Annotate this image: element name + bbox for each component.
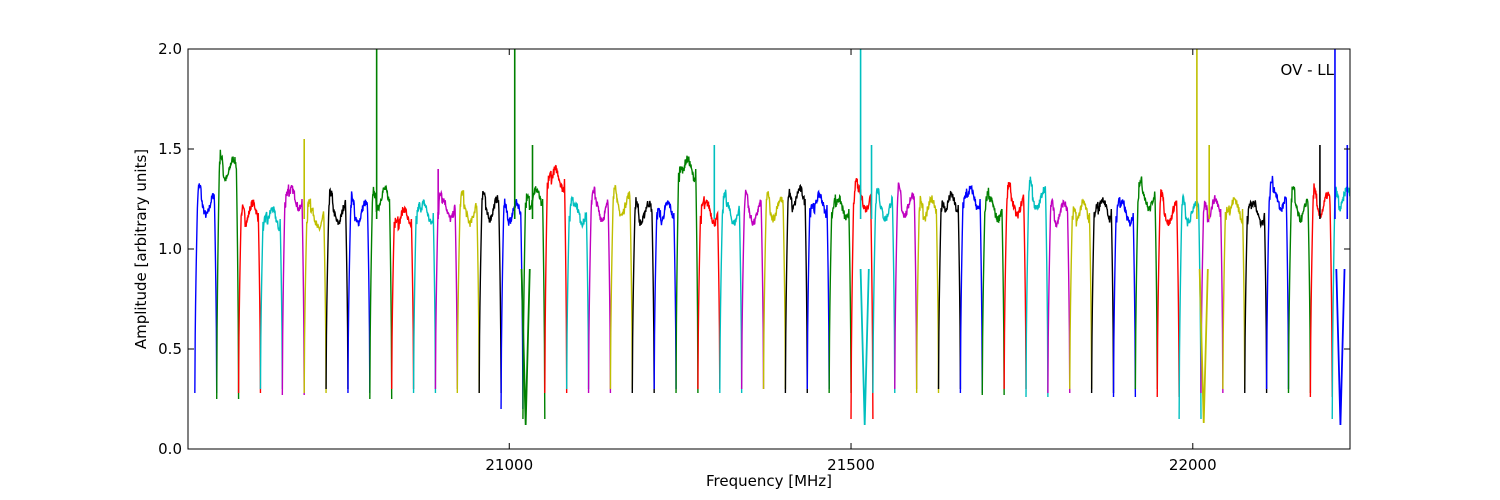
x-axis-ticks: 21000 21500 22000	[485, 49, 1217, 474]
band-51-line	[1287, 185, 1312, 394]
band-3-line	[237, 199, 262, 394]
band-38-line	[1003, 181, 1027, 390]
band-4-line	[259, 206, 284, 390]
band-17-line	[544, 164, 568, 394]
band-21-line	[631, 197, 655, 394]
band-49-line	[1244, 199, 1268, 394]
deep-dip-3	[1198, 268, 1209, 424]
band-48-line	[1222, 196, 1246, 390]
deep-dip-1	[520, 268, 531, 426]
band-22-line	[653, 200, 677, 390]
band-12-line	[434, 189, 459, 390]
band-8-line	[347, 191, 371, 394]
band-10-line	[390, 205, 415, 390]
band-36-line	[959, 185, 983, 394]
band-6-line	[303, 198, 327, 394]
band-9-line	[369, 184, 393, 400]
plot-background	[188, 49, 1350, 449]
band-42-line	[1090, 197, 1115, 394]
band-30-line	[828, 193, 852, 394]
band-39-line	[1025, 176, 1049, 398]
band-29-line	[806, 189, 830, 390]
band-52-line	[1309, 183, 1333, 398]
band-18-line	[565, 195, 590, 390]
band-37-line	[981, 187, 1005, 396]
x-axis-label: Frequency [MHz]	[706, 472, 832, 490]
band-16-line	[522, 186, 546, 420]
deep-dip-2	[859, 268, 870, 426]
band-2-line	[216, 149, 240, 400]
x-tick-label: 21000	[485, 456, 533, 474]
band-32-line	[872, 187, 896, 394]
band-45-line	[1156, 189, 1180, 398]
band-14-line	[478, 190, 502, 394]
x-tick-label: 22000	[1169, 456, 1217, 474]
y-tick-label: 0.0	[158, 440, 182, 458]
band-28-line	[784, 183, 808, 394]
band-47-line	[1200, 195, 1224, 394]
band-31-line	[850, 178, 874, 420]
plot-annotation: OV - LL	[1281, 61, 1335, 79]
y-axis-label: Amplitude [arbitrary units]	[132, 149, 150, 349]
band-13-line	[456, 190, 480, 394]
y-tick-label: 1.5	[158, 140, 182, 158]
deep-dip-4	[1335, 268, 1346, 426]
band-43-line	[1112, 197, 1137, 398]
band-50-line	[1265, 175, 1290, 390]
band-34-line	[915, 195, 940, 394]
band-40-line	[1047, 197, 1071, 394]
y-tick-label: 1.0	[158, 240, 182, 258]
band-15-line	[500, 198, 524, 410]
series-layer	[194, 49, 1350, 426]
band-41-line	[1069, 198, 1093, 390]
y-tick-label: 2.0	[158, 40, 182, 58]
band-1-line	[194, 183, 218, 394]
band-20-line	[609, 184, 633, 390]
band-23-line	[675, 155, 699, 394]
band-26-line	[740, 189, 765, 390]
y-axis-ticks: 0.0 0.5 1.0 1.5 2.0	[158, 40, 1350, 458]
band-33-line	[894, 182, 918, 390]
x-tick-label: 21500	[827, 456, 875, 474]
band-11-line	[412, 199, 437, 394]
band-44-line	[1134, 176, 1158, 390]
band-27-line	[762, 191, 787, 390]
band-5-line	[281, 184, 305, 396]
band-7-line	[325, 187, 349, 390]
band-24-line	[697, 196, 721, 390]
band-19-line	[587, 186, 612, 394]
band-35-line	[937, 190, 962, 390]
band-25-line	[719, 189, 743, 394]
band-53-line	[1331, 186, 1350, 420]
y-tick-label: 0.5	[158, 340, 182, 358]
